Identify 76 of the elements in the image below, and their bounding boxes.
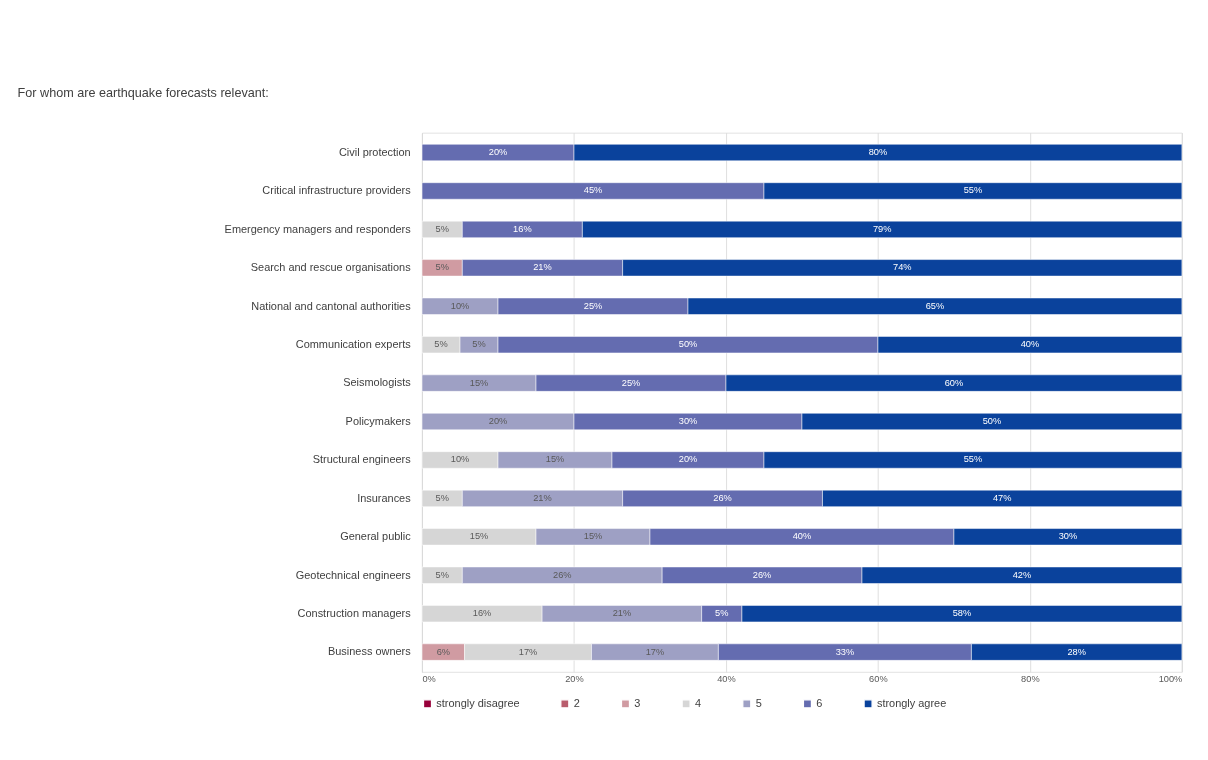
data-label: 42% [1012, 569, 1032, 580]
legend-label: strongly disagree [436, 697, 520, 710]
data-label: 15% [469, 377, 489, 388]
x-tick-label: 100% [1158, 673, 1183, 684]
data-label: 25% [583, 300, 603, 311]
data-label: 21% [533, 262, 552, 273]
data-label: 15% [545, 454, 565, 465]
y-tick-label: Search and rescue organisations [250, 261, 412, 274]
data-label: 5% [472, 339, 486, 350]
data-label: 33% [835, 646, 855, 657]
data-label: 40% [1020, 339, 1040, 350]
data-label: 10% [450, 454, 470, 465]
data-label: 50% [678, 339, 698, 350]
data-label: 79% [872, 223, 892, 234]
data-label: 16% [472, 608, 492, 619]
x-tick-label: 80% [1021, 673, 1040, 684]
data-label: 20% [488, 147, 508, 158]
data-label: 74% [893, 262, 912, 273]
y-tick-label: Construction managers [297, 607, 412, 620]
x-tick-label: 40% [717, 673, 736, 684]
y-tick-label: Geotechnical engineers [295, 568, 412, 581]
data-label: 80% [868, 147, 888, 158]
data-label: 55% [963, 185, 983, 196]
data-label: 65% [925, 300, 945, 311]
data-label: 28% [1067, 646, 1086, 657]
legend-label: 3 [634, 697, 641, 710]
data-label: 15% [469, 531, 489, 542]
data-label: 50% [982, 416, 1002, 427]
legend-label: 4 [694, 697, 702, 710]
data-label: 20% [678, 454, 698, 465]
x-tick-label: 60% [869, 673, 888, 684]
y-tick-label: General public [340, 530, 412, 543]
data-label: 21% [533, 492, 552, 503]
data-label: 55% [963, 454, 983, 465]
data-label: 6% [436, 646, 450, 657]
y-tick-label: Policymakers [345, 414, 412, 427]
legend-label: 6 [816, 697, 823, 710]
data-label: 30% [678, 416, 698, 427]
legend-label: 5 [755, 697, 762, 710]
y-tick-label: Civil protection [338, 145, 411, 158]
data-label: 15% [583, 531, 603, 542]
data-label: 60% [944, 377, 964, 388]
data-label: 47% [992, 492, 1012, 503]
y-tick-label: Communication experts [295, 338, 412, 351]
x-tick-label: 0% [422, 673, 436, 684]
y-tick-label: Business owners [327, 645, 412, 658]
data-label: 5% [435, 492, 449, 503]
y-tick-label: Structural engineers [312, 453, 412, 466]
data-label: 17% [518, 646, 538, 657]
y-tick-label: Critical infrastructure providers [262, 184, 412, 197]
x-tick-label: 20% [565, 673, 584, 684]
y-tick-label: Emergency managers and responders [224, 222, 412, 235]
data-label: 5% [435, 569, 449, 580]
data-label: 25% [621, 377, 641, 388]
data-label: 16% [513, 223, 532, 234]
data-label: 45% [583, 185, 603, 196]
data-label: 5% [715, 608, 729, 619]
data-label: 5% [434, 339, 448, 350]
y-tick-label: Insurances [357, 491, 412, 504]
data-label: 5% [435, 223, 449, 234]
data-label: 26% [552, 569, 572, 580]
data-label: 30% [1058, 531, 1078, 542]
data-label: 20% [488, 416, 508, 427]
data-label: 10% [450, 300, 470, 311]
data-label: 26% [713, 492, 732, 503]
data-label: 17% [645, 646, 665, 657]
legend-label: strongly agree [876, 697, 947, 710]
data-label: 21% [612, 608, 632, 619]
y-tick-label: Seismologists [343, 376, 412, 389]
data-label: 40% [792, 531, 812, 542]
text: For whom are earthquake forecasts relevant: [17, 85, 269, 100]
data-label: 26% [752, 569, 772, 580]
legend-label: 2 [573, 697, 580, 710]
data-label: 58% [952, 608, 972, 619]
data-label: 5% [435, 262, 449, 273]
y-tick-label: National and cantonal authorities [251, 299, 412, 312]
